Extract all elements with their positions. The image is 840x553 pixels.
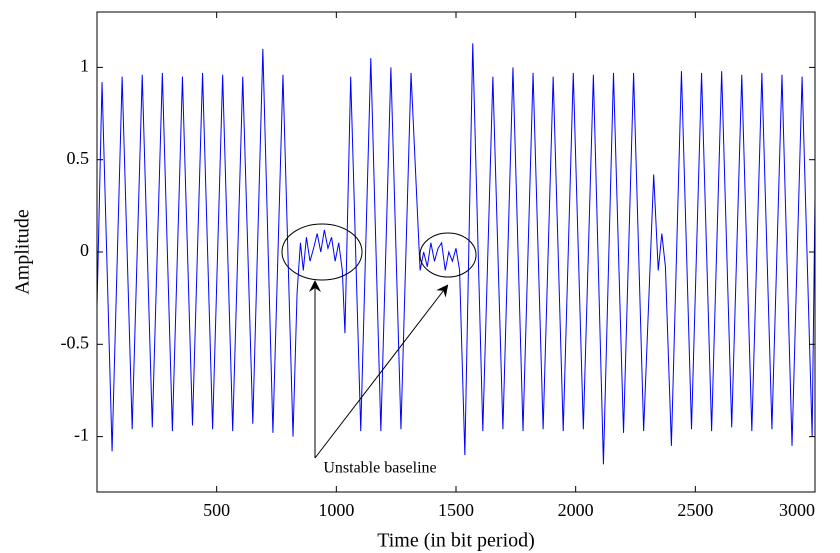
x-tick-label: 500 — [203, 500, 230, 520]
y-tick-label: -1 — [74, 425, 89, 445]
y-tick-label: 0 — [80, 240, 89, 260]
x-tick-label: 2500 — [677, 500, 713, 520]
axes-box — [96, 11, 816, 493]
highlight-ellipse — [419, 232, 477, 278]
x-tick-label: 1000 — [318, 500, 354, 520]
signal-line — [96, 43, 816, 465]
highlight-ellipse — [281, 223, 363, 281]
annotation-arrow — [314, 284, 449, 459]
y-tick-label: 1 — [80, 56, 89, 76]
y-axis-label: Amplitude — [12, 209, 34, 295]
y-tick-label: 0.5 — [67, 148, 90, 168]
x-axis-label: Time (in bit period) — [377, 530, 535, 552]
x-tick-label: 1500 — [438, 500, 474, 520]
plot-area — [96, 43, 816, 465]
x-tick-label: 2000 — [558, 500, 594, 520]
annotation: Unstable baseline — [323, 460, 436, 477]
y-tick-label: -0.5 — [61, 332, 90, 352]
x-tick-label: 3000 — [779, 500, 815, 520]
